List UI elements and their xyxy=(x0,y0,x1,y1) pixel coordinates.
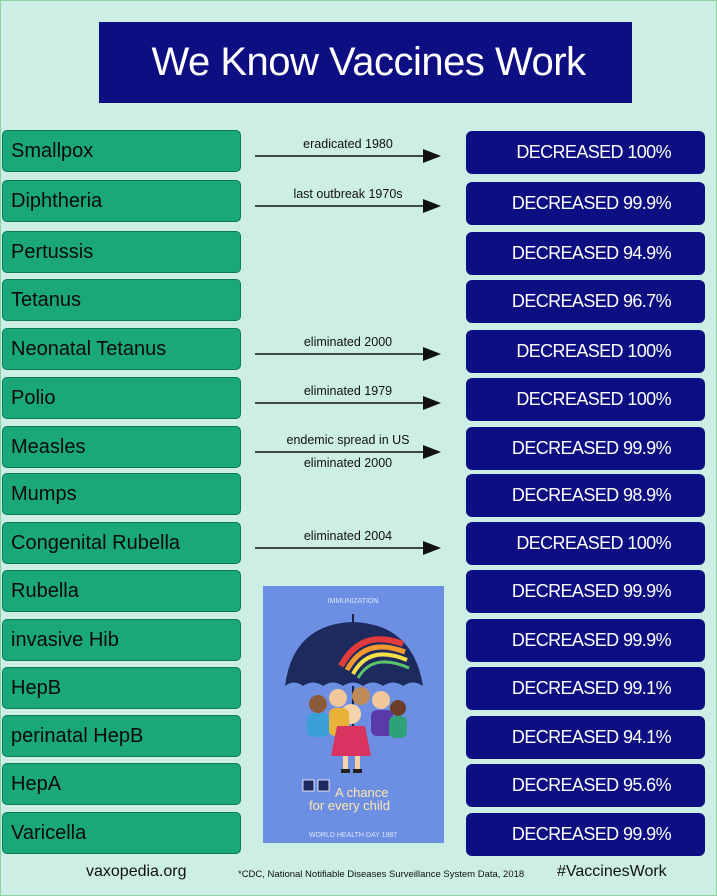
arrow-right-icon xyxy=(255,393,441,413)
disease-box: Smallpox xyxy=(2,130,241,172)
decrease-box: DECREASED 96.7% xyxy=(466,280,705,323)
decrease-box: DECREASED 99.9% xyxy=(466,813,705,856)
disease-box: invasive Hib xyxy=(2,619,241,661)
decrease-box: DECREASED 99.9% xyxy=(466,182,705,225)
disease-box: Mumps xyxy=(2,473,241,515)
disease-box: Polio xyxy=(2,377,241,419)
disease-box: Varicella xyxy=(2,812,241,854)
disease-box: Congenital Rubella xyxy=(2,522,241,564)
decrease-box: DECREASED 100% xyxy=(466,330,705,373)
decrease-box: DECREASED 99.1% xyxy=(466,667,705,710)
decrease-box: DECREASED 94.9% xyxy=(466,232,705,275)
arrow-right-icon xyxy=(255,196,441,216)
arrow-right-icon xyxy=(255,442,441,462)
status-note: eliminated 2000 xyxy=(303,335,393,349)
disease-box: HepB xyxy=(2,667,241,709)
poster-slogan-line1: A chance xyxy=(335,785,389,800)
immunization-poster: IMMUNIZATION A chance for every xyxy=(263,586,444,843)
footer-hashtag: #VaccinesWork xyxy=(557,863,667,880)
disease-box: Tetanus xyxy=(2,279,241,321)
decrease-box: DECREASED 100% xyxy=(466,378,705,421)
decrease-box: DECREASED 98.9% xyxy=(466,474,705,517)
status-note: endemic spread in US xyxy=(286,433,410,447)
decrease-box: DECREASED 94.1% xyxy=(466,716,705,759)
decrease-box: DECREASED 100% xyxy=(466,522,705,565)
disease-box: Rubella xyxy=(2,570,241,612)
disease-box: HepA xyxy=(2,763,241,805)
arrow-right-icon xyxy=(255,538,441,558)
decrease-box: DECREASED 95.6% xyxy=(466,764,705,807)
decrease-box: DECREASED 100% xyxy=(466,131,705,174)
poster-slogan-line2: for every child xyxy=(309,798,390,813)
disease-box: Neonatal Tetanus xyxy=(2,328,241,370)
poster-top-text: IMMUNIZATION xyxy=(328,598,379,605)
status-note: last outbreak 1970s xyxy=(293,187,403,201)
arrow-right-icon xyxy=(255,344,441,364)
poster-illustration: IMMUNIZATION A chance for every xyxy=(263,586,444,843)
poster-bottom-text: WORLD HEALTH DAY 1987 xyxy=(309,832,397,839)
footer-site: vaxopedia.org xyxy=(86,863,187,880)
footer-source: *CDC, National Notifiable Diseases Surve… xyxy=(238,869,525,880)
status-note: eradicated 1980 xyxy=(303,137,393,151)
disease-box: perinatal HepB xyxy=(2,715,241,757)
disease-box: Pertussis xyxy=(2,231,241,273)
decrease-box: DECREASED 99.9% xyxy=(466,570,705,613)
status-note: eliminated 2004 xyxy=(303,529,393,543)
decrease-box: DECREASED 99.9% xyxy=(466,619,705,662)
page-title: We Know Vaccines Work xyxy=(99,22,632,103)
status-note-secondary: eliminated 2000 xyxy=(303,456,393,470)
disease-box: Measles xyxy=(2,426,241,468)
disease-box: Diphtheria xyxy=(2,180,241,222)
status-note: eliminated 1979 xyxy=(303,384,393,398)
arrow-right-icon xyxy=(255,146,441,166)
decrease-box: DECREASED 99.9% xyxy=(466,427,705,470)
